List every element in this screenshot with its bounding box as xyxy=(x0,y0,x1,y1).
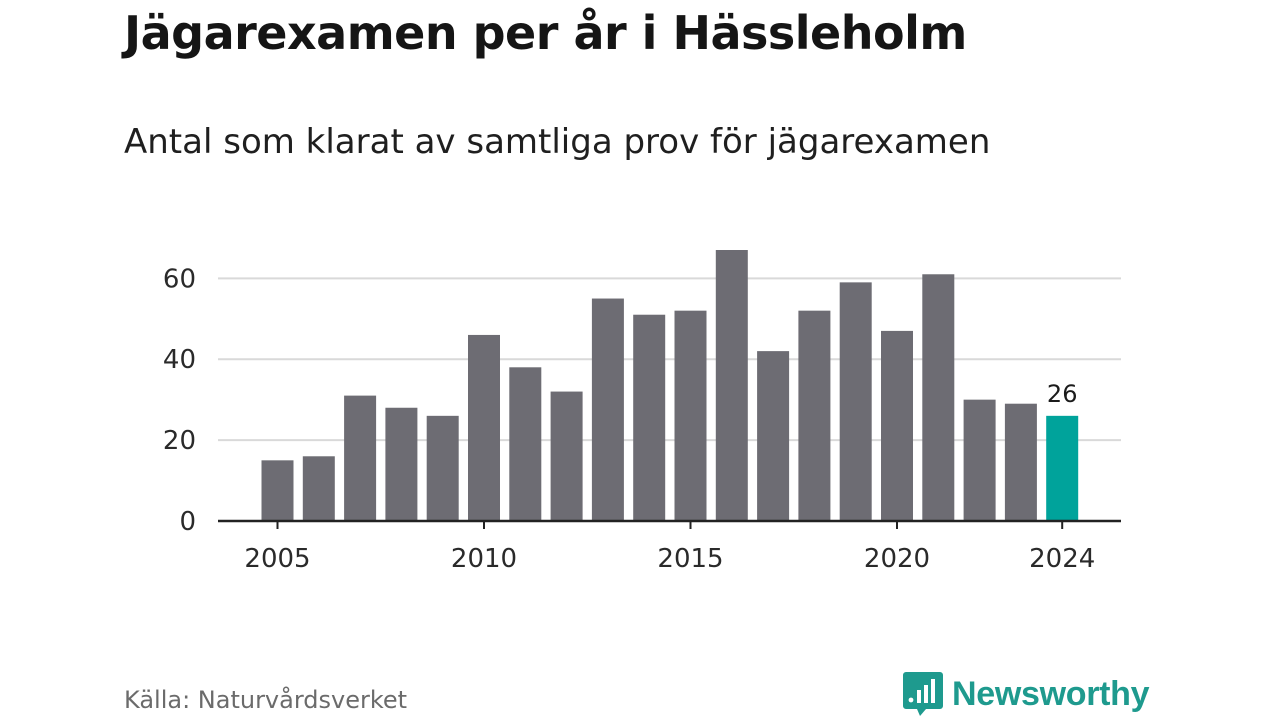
bar-chart: 0 20 40 60 26 2005 2010 2015 2020 2024 xyxy=(163,250,1121,574)
brand-logo: Newsworthy xyxy=(902,670,1150,718)
bar xyxy=(674,310,707,521)
data-label: 26 xyxy=(1047,380,1078,408)
y-tick-label: 0 xyxy=(179,507,196,537)
bar xyxy=(633,314,666,521)
bar xyxy=(963,399,996,521)
bar xyxy=(261,460,294,521)
x-tick-label: 2015 xyxy=(657,544,723,574)
x-tick-label: 2020 xyxy=(864,544,930,574)
bar xyxy=(385,407,418,521)
x-tick-label: 2024 xyxy=(1029,544,1095,574)
source-note: Källa: Naturvårdsverket xyxy=(124,686,408,714)
bar xyxy=(881,330,913,521)
chart-subtitle: Antal som klarat av samtliga prov för jä… xyxy=(124,122,991,162)
y-tick-label: 60 xyxy=(163,264,196,294)
x-tick-label: 2005 xyxy=(244,544,310,574)
bar xyxy=(509,367,542,521)
bar xyxy=(1004,403,1037,521)
bar xyxy=(426,415,459,521)
bar xyxy=(468,334,500,521)
chart-title: Jägarexamen per år i Hässleholm xyxy=(124,6,967,60)
bar xyxy=(839,282,872,521)
y-tick-label: 20 xyxy=(163,426,196,456)
bar xyxy=(302,456,335,521)
bar xyxy=(757,351,790,521)
bar xyxy=(715,250,748,521)
bar xyxy=(550,391,583,521)
bar xyxy=(591,298,624,521)
bar xyxy=(1046,415,1079,521)
bar xyxy=(344,395,377,521)
newsworthy-logo-icon xyxy=(903,672,943,716)
brand-name: Newsworthy xyxy=(952,674,1150,713)
y-tick-label: 40 xyxy=(163,345,196,375)
bar xyxy=(798,310,831,521)
x-tick-label: 2010 xyxy=(451,544,517,574)
bar xyxy=(922,274,955,521)
